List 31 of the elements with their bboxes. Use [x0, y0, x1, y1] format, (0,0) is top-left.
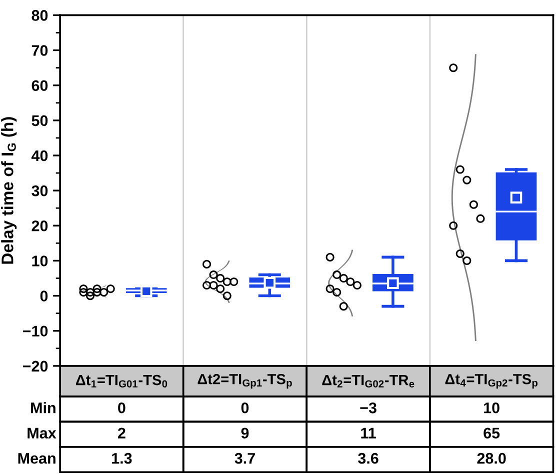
y-tick-label: 80: [32, 10, 48, 21]
text: 0: [241, 402, 249, 414]
y-tick-label: 30: [32, 185, 48, 196]
text: Min: [31, 402, 56, 414]
y-axis-title: Delay time of I$_{G}$ (h): [1, 117, 17, 264]
text: 1.3: [112, 452, 132, 464]
y-tick-label: 70: [32, 45, 48, 56]
text: 0: [118, 402, 126, 414]
text: −3: [360, 402, 376, 414]
text: Mean: [18, 453, 56, 464]
y-tick-label: −10: [22, 326, 48, 337]
text: 9: [241, 428, 249, 439]
y-tick-label: 10: [32, 256, 48, 266]
y-tick-label: 40: [31, 150, 48, 162]
x-tick-label: Δt$_{1}$=TI$_{G01}$-TS$_{0}$: [76, 374, 168, 388]
text: 11: [361, 428, 376, 438]
y-tick-label: 60: [32, 80, 48, 92]
y-tick-label: 50: [32, 115, 48, 126]
text: 65: [484, 428, 500, 439]
text: 3.6: [358, 452, 378, 464]
text: Max: [28, 428, 56, 439]
y-tick-label: 20: [32, 220, 48, 232]
text: 28.0: [477, 452, 506, 464]
y-tick-label: −20: [22, 360, 48, 372]
x-tick-label: Δt$_{4}$=TI$_{Gp2}$-TS$_{p}$: [445, 374, 538, 389]
text: 2: [118, 428, 126, 438]
x-tick-label: Δt2=TI$_{Gp1}$-TS$_{p}$: [198, 374, 292, 389]
x-tick-label: Δt$_{2}$=TI$_{G02}$-TR$_{e}$: [322, 375, 414, 388]
y-tick-label: 0: [40, 290, 48, 302]
text: 10: [484, 402, 500, 414]
text: 3.7: [234, 452, 255, 464]
